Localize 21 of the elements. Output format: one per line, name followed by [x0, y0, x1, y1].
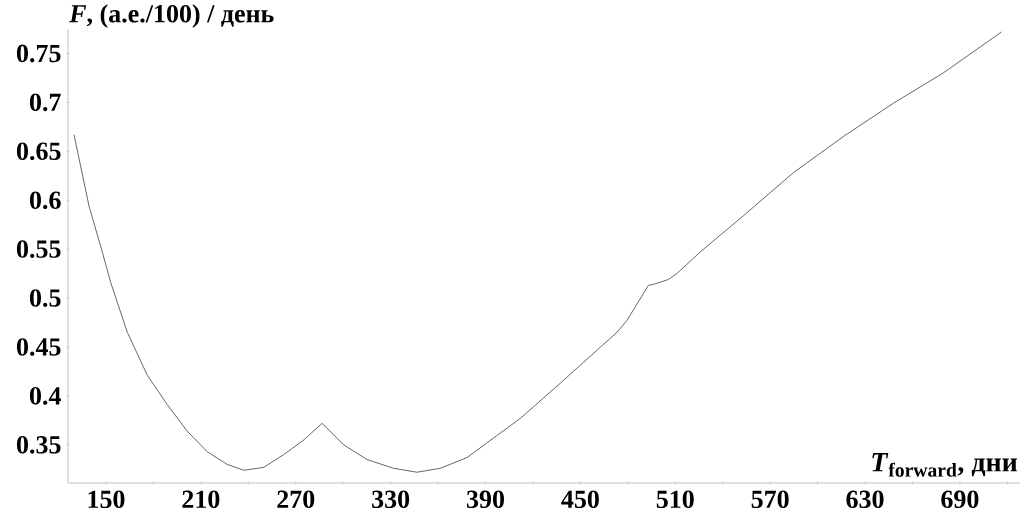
y-tick-label: 0.5 — [29, 289, 61, 307]
y-tick-label: 0.45 — [16, 337, 61, 356]
x-tick-label: 630 — [846, 490, 884, 508]
x-tick-label: 690 — [941, 490, 979, 508]
x-tick-label: 510 — [656, 490, 694, 508]
y-axis-title: F, (а.е./100) / день — [69, 4, 274, 28]
x-tick-label: 570 — [751, 490, 789, 508]
x-axis-title: T$_{forward}$, дни — [872, 452, 1018, 477]
y-tick-label: 0.4 — [29, 386, 61, 405]
y-tick-label: 0.65 — [16, 142, 61, 160]
y-tick-label: 0.7 — [29, 93, 61, 111]
y-tick-label: 0.75 — [16, 44, 61, 63]
y-tick-label: 0.55 — [16, 240, 61, 258]
x-tick-label: 270 — [277, 490, 315, 508]
x-tick-label: 330 — [372, 490, 410, 508]
x-tick-label: 210 — [182, 490, 220, 508]
x-tick-label: 390 — [466, 490, 504, 508]
y-tick-label: 0.35 — [16, 435, 61, 454]
y-tick-label: 0.6 — [29, 191, 61, 209]
x-tick-label: 450 — [561, 490, 599, 508]
x-tick-label: 150 — [88, 490, 125, 508]
